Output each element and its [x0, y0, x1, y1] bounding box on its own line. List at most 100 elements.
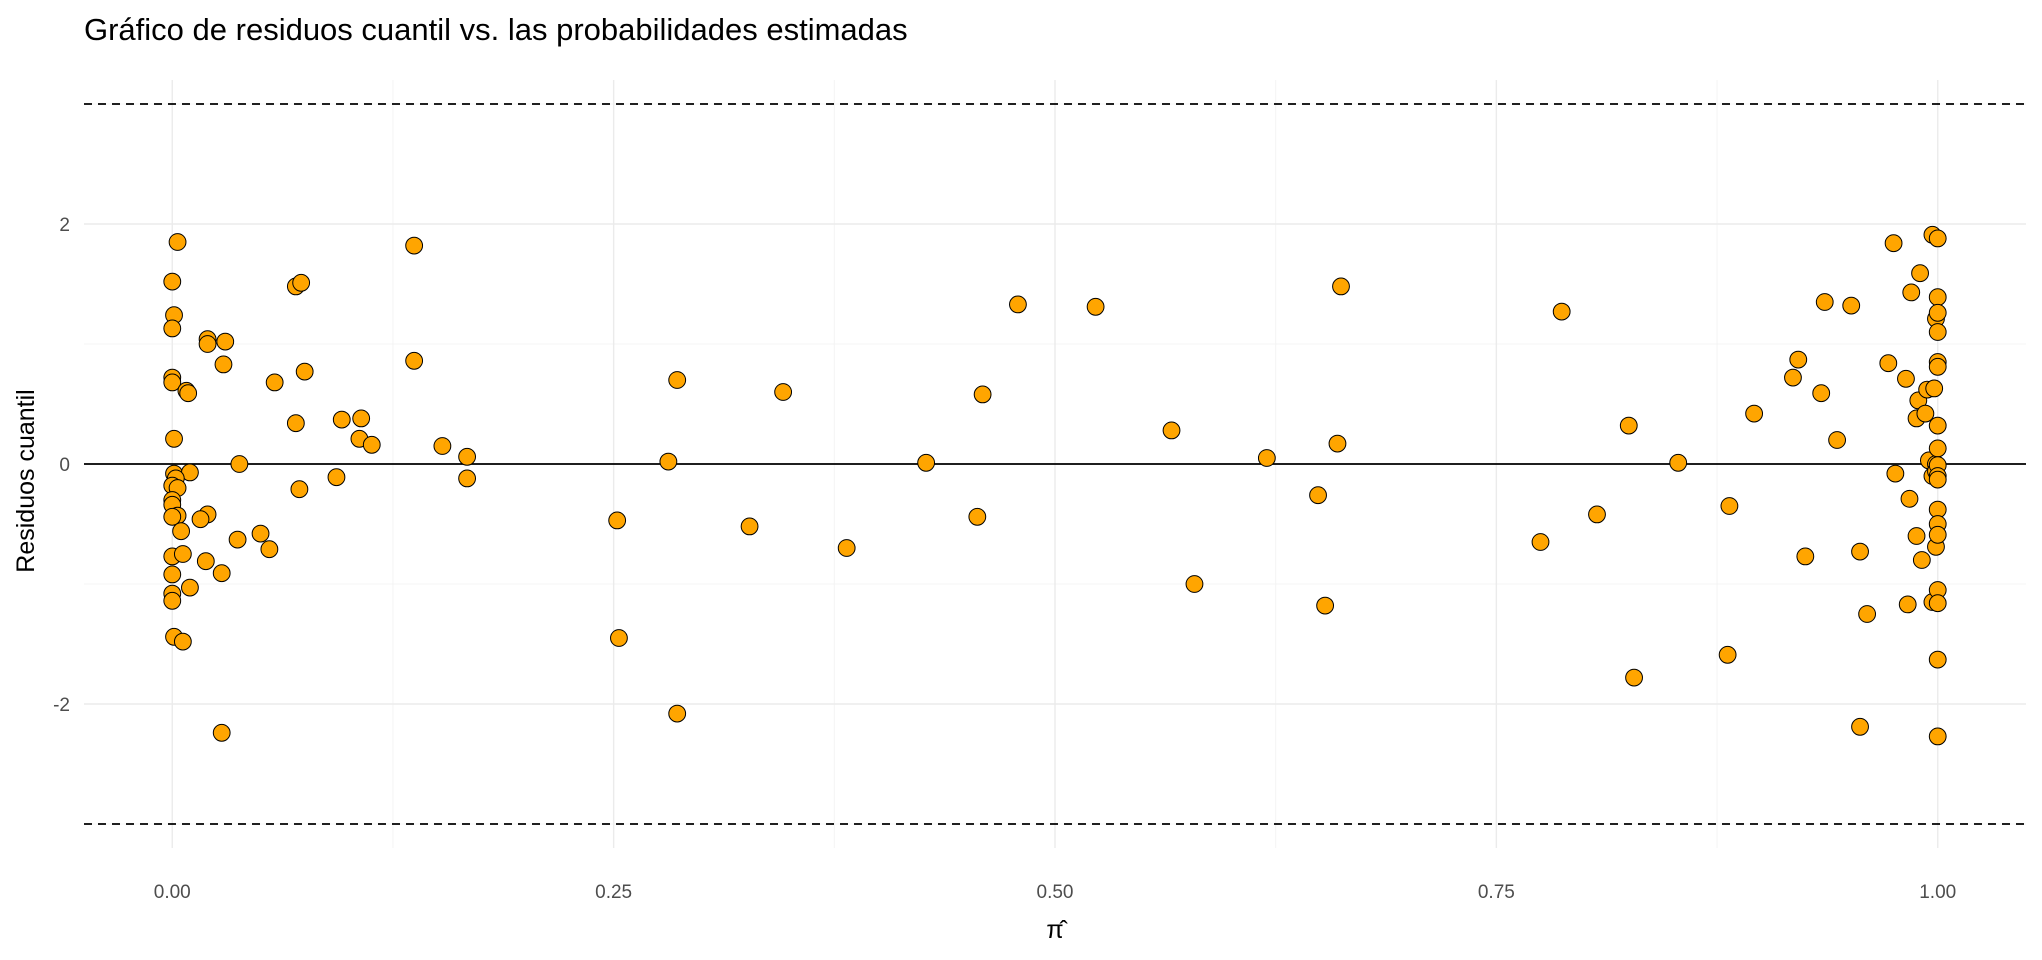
data-point: [1784, 368, 1802, 387]
data-point: [610, 629, 628, 647]
data-point: [1745, 404, 1764, 423]
data-point: [1907, 527, 1926, 545]
y-tick-label: -2: [53, 695, 70, 716]
data-point: [1842, 296, 1861, 315]
data-point: [163, 272, 182, 291]
data-point: [458, 447, 477, 466]
data-point: [163, 565, 182, 584]
x-axis-ticks: 0.00 0.25 0.50 0.75 1.00: [154, 882, 1956, 903]
data-point: [191, 510, 210, 529]
data-point: [1928, 594, 1947, 613]
data-point: [292, 273, 311, 292]
data-point: [608, 511, 627, 530]
data-point: [181, 578, 199, 597]
reference-lines: [84, 103, 2026, 825]
data-point: [1886, 464, 1905, 483]
data-point: [251, 524, 270, 543]
data-point: [1086, 297, 1105, 316]
data-point: [1851, 717, 1869, 736]
data-point: [290, 480, 309, 499]
data-point: [362, 435, 381, 454]
data-point: [172, 522, 191, 541]
data-point: [659, 452, 678, 471]
data-point: [286, 414, 305, 433]
data-point: [1720, 497, 1739, 515]
data-points: [163, 225, 1947, 746]
data-point: [265, 373, 284, 392]
data-point: [968, 507, 987, 526]
data-point: [1796, 547, 1815, 566]
data-point: [458, 469, 477, 488]
x-tick-label: 0.00: [154, 882, 191, 903]
data-point: [173, 545, 192, 563]
data-point: [1619, 416, 1638, 435]
data-point: [1911, 264, 1929, 283]
data-point: [332, 410, 351, 429]
data-point: [1928, 323, 1947, 341]
data-point: [1858, 605, 1877, 623]
data-point: [1625, 668, 1643, 687]
data-point: [973, 385, 992, 404]
data-point: [1009, 295, 1027, 314]
data-point: [1316, 596, 1335, 615]
data-point: [163, 591, 182, 610]
data-point: [405, 236, 424, 255]
y-tick-label: 0: [59, 455, 70, 476]
data-point: [216, 332, 235, 351]
data-point: [1328, 434, 1347, 453]
data-point: [1898, 595, 1917, 614]
data-point: [1928, 416, 1947, 435]
data-point: [1928, 727, 1947, 746]
data-point: [212, 564, 231, 583]
data-point: [1162, 421, 1181, 440]
data-point: [1928, 439, 1947, 458]
x-tick-label: 0.75: [1478, 882, 1515, 903]
data-point: [917, 453, 936, 472]
x-tick-label: 1.00: [1919, 882, 1956, 903]
data-point: [1531, 533, 1550, 551]
data-point: [1928, 357, 1947, 376]
data-point: [1851, 542, 1869, 561]
data-point: [168, 233, 187, 251]
data-point: [740, 517, 759, 536]
data-point: [327, 468, 346, 487]
chart-title: Gráfico de residuos cuantil vs. las prob…: [84, 12, 908, 47]
data-point: [1928, 303, 1947, 322]
data-point: [165, 429, 183, 448]
data-point: [1928, 470, 1947, 489]
data-point: [837, 539, 856, 557]
data-point: [1828, 431, 1846, 449]
x-tick-label: 0.25: [595, 882, 632, 903]
data-point: [1879, 354, 1898, 373]
data-point: [405, 351, 424, 370]
data-point: [173, 632, 192, 651]
data-point: [260, 540, 279, 559]
data-point: [1900, 489, 1919, 508]
y-axis-ticks: -2 0 2: [53, 215, 70, 716]
data-point: [1902, 283, 1921, 302]
data-point: [1332, 277, 1350, 296]
data-point: [1925, 379, 1944, 398]
data-point: [163, 507, 182, 526]
data-point: [1884, 234, 1903, 253]
data-point: [668, 371, 687, 389]
x-axis-title: π̂: [1046, 916, 1068, 944]
y-tick-label: 2: [59, 215, 70, 236]
data-point: [1309, 486, 1327, 505]
data-point: [1812, 384, 1831, 403]
data-point: [774, 383, 793, 401]
data-point: [433, 437, 452, 455]
data-point: [1912, 551, 1931, 569]
data-point: [1185, 575, 1204, 593]
data-point: [1928, 525, 1947, 544]
data-point: [668, 704, 687, 723]
data-point: [1257, 449, 1276, 467]
data-point: [214, 355, 233, 374]
data-point: [1928, 650, 1947, 669]
data-point: [163, 319, 182, 338]
data-point: [1928, 229, 1947, 248]
data-point: [179, 384, 198, 403]
data-point: [1718, 645, 1737, 664]
data-point: [198, 335, 217, 353]
